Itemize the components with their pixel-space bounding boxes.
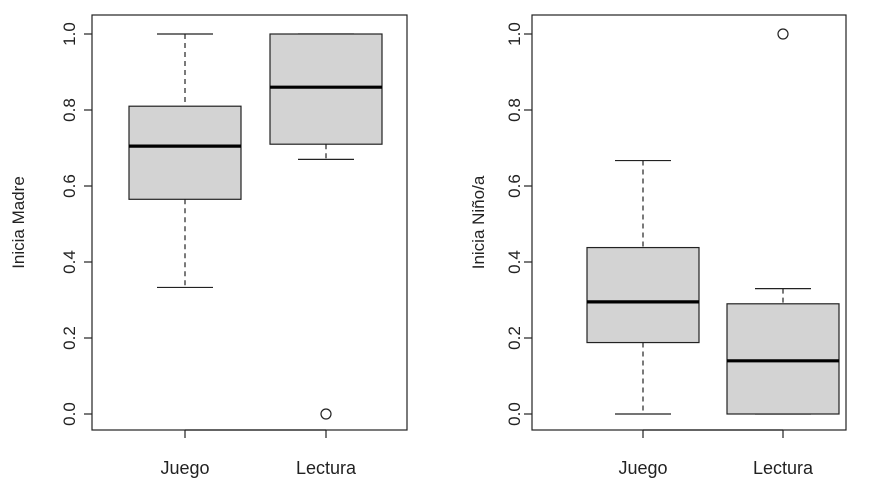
outlier-point-nino-lectura (777, 28, 789, 40)
y-tick-label-madre: 0.0 (60, 402, 79, 426)
x-tick-label-nino-lectura: Lectura (753, 458, 814, 478)
box-nino-juego (586, 246, 700, 344)
y-tick-label-madre: 0.6 (60, 174, 79, 198)
y-tick-label-madre: 0.8 (60, 98, 79, 122)
y-tick-label-nino: 0.2 (505, 326, 524, 350)
outlier-point-madre-lectura (320, 408, 332, 420)
y-tick-label-madre: 0.4 (60, 250, 79, 274)
y-tick-label-nino: 0.4 (505, 250, 524, 274)
y-axis-label-nino: Inicia Niño/a (469, 175, 488, 269)
y-tick-label-nino: 0.0 (505, 402, 524, 426)
x-tick-label-nino-juego: Juego (618, 458, 667, 478)
y-tick-label-madre: 1.0 (60, 22, 79, 46)
box-madre-lectura (269, 33, 383, 145)
x-tick-label-madre-juego: Juego (160, 458, 209, 478)
y-tick-label-madre: 0.2 (60, 326, 79, 350)
y-tick-label-nino: 0.8 (505, 98, 524, 122)
x-tick-label-madre-lectura: Lectura (296, 458, 357, 478)
y-axis-label-madre: Inicia Madre (9, 176, 28, 269)
y-tick-label-nino: 0.6 (505, 174, 524, 198)
box-madre-juego (128, 105, 242, 200)
y-tick-label-nino: 1.0 (505, 22, 524, 46)
box-nino-lectura (726, 303, 840, 415)
